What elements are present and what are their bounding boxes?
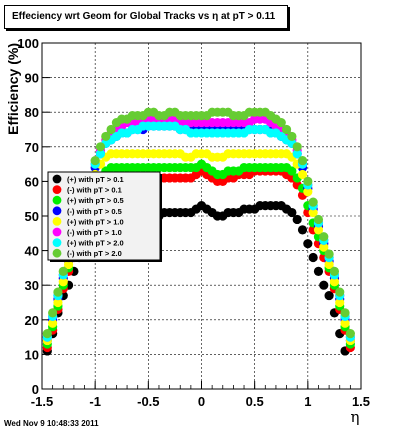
data-point <box>101 131 111 142</box>
data-point <box>319 280 329 290</box>
data-point <box>319 232 329 242</box>
data-point <box>335 297 345 308</box>
data-point <box>90 156 100 166</box>
data-point <box>345 329 355 339</box>
data-point <box>324 290 334 301</box>
legend-label: (-) with pT > 0.5 <box>67 207 122 216</box>
y-tick-label: 90 <box>25 71 39 86</box>
x-tick-label: 1.5 <box>352 394 370 409</box>
data-point <box>287 207 297 218</box>
data-point <box>276 117 286 128</box>
data-point <box>313 225 324 235</box>
legend-marker <box>52 195 62 205</box>
data-point <box>42 329 52 339</box>
data-point <box>319 242 329 252</box>
y-tick-label: 40 <box>25 244 39 259</box>
data-point <box>95 142 106 152</box>
x-tick-label: -1 <box>89 394 101 409</box>
data-point <box>287 166 297 176</box>
y-tick-label: 0 <box>32 382 39 397</box>
data-point <box>329 266 340 276</box>
data-point <box>324 259 334 270</box>
data-point <box>308 252 318 263</box>
legend-label: (-) with pT > 2.0 <box>67 249 122 258</box>
x-tick-label: 1 <box>304 394 311 409</box>
legend-marker <box>52 174 62 184</box>
y-tick-label: 30 <box>25 278 39 293</box>
x-tick-label: -0.5 <box>137 394 159 409</box>
data-point <box>313 266 324 276</box>
data-point <box>297 169 308 180</box>
data-point <box>340 318 350 328</box>
data-point <box>292 149 302 159</box>
data-point <box>297 225 308 235</box>
legend-marker <box>52 206 62 216</box>
data-point <box>303 176 313 186</box>
y-tick-label: 70 <box>25 140 39 155</box>
data-point <box>292 142 302 152</box>
data-point <box>329 277 340 287</box>
legend-marker <box>52 238 62 248</box>
data-point <box>53 287 63 297</box>
legend-box <box>47 171 161 261</box>
data-point <box>281 124 292 135</box>
legend-marker <box>52 185 62 195</box>
data-point <box>335 287 345 297</box>
y-tick-label: 50 <box>25 209 39 224</box>
legend-label: (+) with pT > 1.0 <box>67 217 124 226</box>
data-point <box>58 277 68 287</box>
data-point <box>324 249 334 259</box>
data-point <box>308 197 318 207</box>
y-tick-label: 20 <box>25 313 39 328</box>
data-point <box>95 149 106 159</box>
x-tick-label: 0 <box>198 394 205 409</box>
data-point <box>106 124 116 135</box>
legend-marker <box>52 217 62 226</box>
chart-title: Effeciency wrt Geom for Global Tracks vs… <box>4 5 288 29</box>
legend-marker <box>52 248 62 258</box>
y-tick-label: 80 <box>25 105 39 120</box>
data-point <box>48 308 58 318</box>
data-point <box>303 239 313 249</box>
data-point <box>63 259 74 270</box>
data-point <box>287 131 297 142</box>
data-point <box>297 156 308 166</box>
x-axis-label: η <box>351 408 360 426</box>
legend-label: (+) with pT > 0.5 <box>67 196 124 205</box>
legend-label: (+) with pT > 0.1 <box>67 175 124 184</box>
y-tick-label: 10 <box>25 347 39 362</box>
timestamp-footer: Wed Nov 9 10:48:33 2011 <box>4 419 99 428</box>
y-tick-label: 60 <box>25 174 39 189</box>
y-tick-label: 100 <box>17 36 39 51</box>
x-tick-label: 0.5 <box>246 394 264 409</box>
data-point <box>292 214 302 225</box>
data-point <box>48 318 58 328</box>
x-tick-label: -1.5 <box>31 394 53 409</box>
legend-label: (-) with pT > 0.1 <box>67 186 122 195</box>
legend-marker <box>52 227 62 237</box>
data-point <box>58 266 68 276</box>
data-point <box>53 297 63 308</box>
data-point <box>308 207 318 218</box>
legend-label: (+) with pT > 2.0 <box>67 239 124 248</box>
data-point <box>340 308 350 318</box>
data-point <box>303 187 313 197</box>
legend-label: (-) with pT > 1.0 <box>67 228 122 237</box>
data-point <box>313 214 324 225</box>
y-axis-label: Efficiency (%) <box>5 43 21 135</box>
